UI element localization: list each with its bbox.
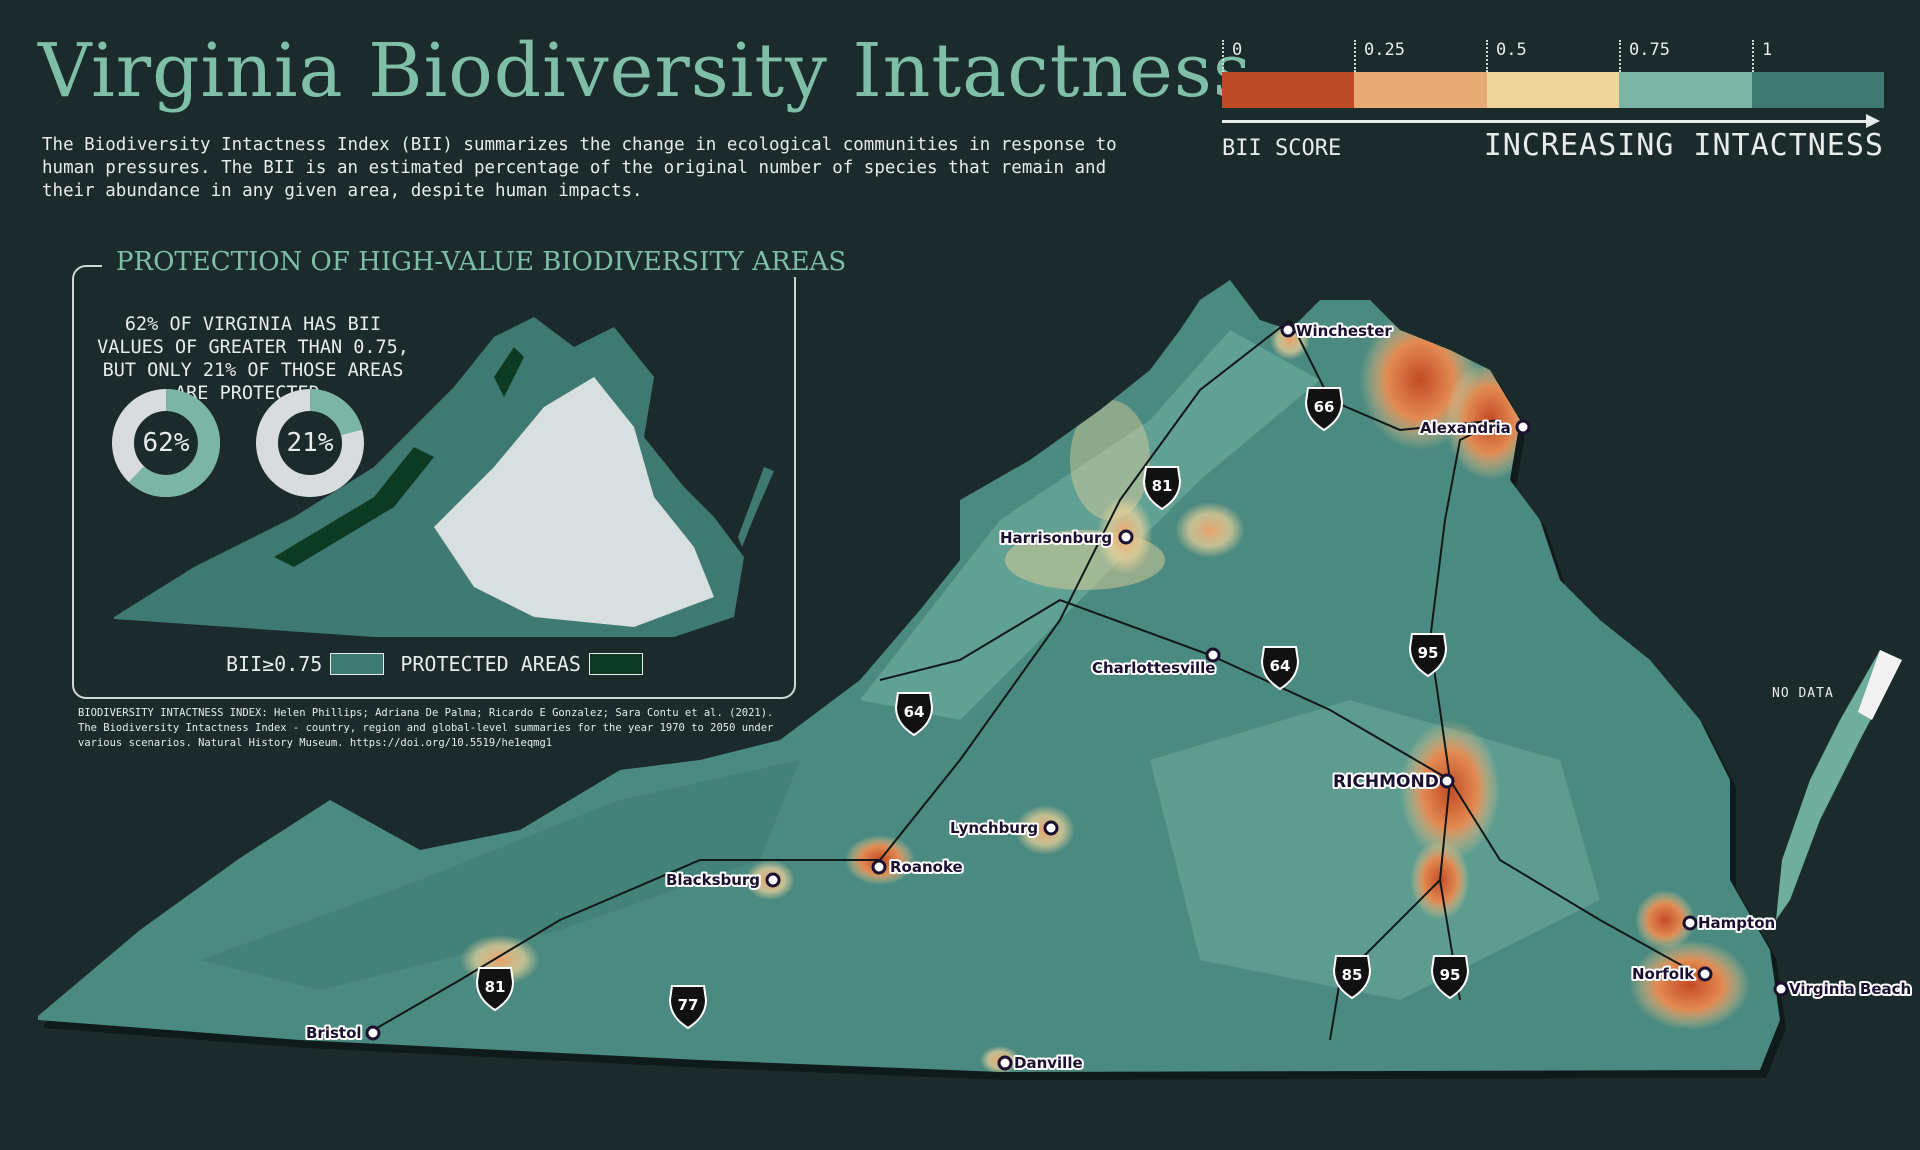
city-label: RICHMOND xyxy=(1333,772,1439,792)
city-harrisonburg[interactable]: Harrisonburg xyxy=(998,527,1134,549)
key-bii-swatch xyxy=(330,653,385,675)
svg-text:95: 95 xyxy=(1440,966,1461,984)
city-label: Lynchburg xyxy=(950,819,1038,837)
city-roanoke[interactable]: Roanoke xyxy=(871,856,965,878)
highway-shields: 66 81 64 95 64 85 95 81 77 xyxy=(475,387,1470,1030)
interstate-shield-icon: 66 xyxy=(1304,387,1344,432)
svg-text:95: 95 xyxy=(1418,644,1439,662)
donut-value-label: 21% xyxy=(286,428,334,458)
city-danville[interactable]: Danville xyxy=(997,1052,1085,1074)
city-label: Danville xyxy=(1014,1054,1083,1072)
key-bii-label: BII≥0.75 xyxy=(226,652,323,676)
legend-tick: 0 xyxy=(1222,40,1242,72)
cities: Winchester Alexandria Harrisonburg Charl… xyxy=(304,320,1913,1074)
page-title: Virginia Biodiversity Intactness xyxy=(38,28,1252,114)
interstate-shield-icon: 77 xyxy=(668,985,708,1030)
interstate-shield-icon: 81 xyxy=(1142,466,1182,511)
legend-arrow-line xyxy=(1222,120,1870,123)
interstate-shield-icon: 85 xyxy=(1332,955,1372,1000)
city-alexandria[interactable]: Alexandria xyxy=(1418,417,1531,439)
inset-key: BII≥0.75 PROTECTED AREAS xyxy=(226,652,659,676)
city-charlottesville[interactable]: Charlottesville xyxy=(1090,647,1221,679)
legend-tick: 0.75 xyxy=(1619,40,1670,72)
city-label: Alexandria xyxy=(1420,419,1511,437)
arrow-right-icon xyxy=(1866,114,1880,128)
interstate-shield-icon: 95 xyxy=(1430,955,1470,1000)
interstate-shield-icon: 95 xyxy=(1408,633,1448,678)
city-virginia-beach[interactable]: Virginia Beach xyxy=(1773,978,1913,1000)
city-winchester[interactable]: Winchester xyxy=(1280,320,1394,342)
legend-swatch xyxy=(1486,72,1620,108)
city-label: Harrisonburg xyxy=(1000,529,1112,547)
city-label: Blacksburg xyxy=(666,871,760,889)
donut-chart-protected: 21% xyxy=(254,387,366,499)
inset-protection-map xyxy=(114,317,774,637)
donut-value-label: 62% xyxy=(142,428,190,458)
no-data-area xyxy=(1858,650,1902,720)
city-label: Norfolk xyxy=(1632,965,1695,983)
interstate-shield-icon: 64 xyxy=(1260,646,1300,691)
legend-tick: 0.5 xyxy=(1486,40,1527,72)
city-blacksburg[interactable]: Blacksburg xyxy=(664,869,781,891)
svg-text:66: 66 xyxy=(1314,398,1335,416)
svg-text:64: 64 xyxy=(904,703,925,721)
legend-ticks: 0 0.25 0.5 0.75 1 xyxy=(1222,40,1884,72)
protection-inset-panel: PROTECTION OF HIGH-VALUE BIODIVERSITY AR… xyxy=(72,247,861,699)
svg-text:77: 77 xyxy=(678,996,699,1014)
legend-direction-label: INCREASING INTACTNESS xyxy=(1483,128,1884,163)
key-protected-swatch xyxy=(588,653,643,675)
city-label: Charlottesville xyxy=(1092,659,1215,677)
bii-legend: 0 0.25 0.5 0.75 1 BII SCORE INCREASING I… xyxy=(1222,40,1885,170)
legend-swatch xyxy=(1619,72,1752,108)
intro-text: The Biodiversity Intactness Index (BII) … xyxy=(42,135,1117,201)
city-lynchburg[interactable]: Lynchburg xyxy=(948,817,1059,839)
svg-text:81: 81 xyxy=(1152,477,1173,495)
svg-text:81: 81 xyxy=(485,978,506,996)
legend-tick: 0.25 xyxy=(1354,40,1405,72)
legend-swatch xyxy=(1354,72,1487,108)
svg-text:85: 85 xyxy=(1342,966,1363,984)
svg-text:64: 64 xyxy=(1270,657,1291,675)
interstate-shield-icon: 64 xyxy=(894,692,934,737)
no-data-label: NO DATA xyxy=(1772,686,1834,701)
inset-title: PROTECTION OF HIGH-VALUE BIODIVERSITY AR… xyxy=(102,247,861,277)
city-label: Virginia Beach xyxy=(1789,980,1911,998)
city-label: Bristol xyxy=(306,1024,362,1042)
city-norfolk[interactable]: Norfolk xyxy=(1630,963,1713,985)
donut-chart-bii: 62% xyxy=(110,387,222,499)
interstate-shield-icon: 81 xyxy=(475,967,515,1012)
legend-tick: 1 xyxy=(1752,40,1772,72)
legend-color-bar xyxy=(1222,72,1885,108)
city-richmond[interactable]: RICHMOND xyxy=(1331,770,1455,794)
citation-text: BIODIVERSITY INTACTNESS INDEX: Helen Phi… xyxy=(78,707,774,749)
city-hampton[interactable]: Hampton xyxy=(1682,912,1777,934)
city-label: Hampton xyxy=(1698,914,1775,932)
legend-swatch xyxy=(1751,72,1885,108)
city-label: Winchester xyxy=(1296,322,1392,340)
city-label: Roanoke xyxy=(890,858,963,876)
key-protected-label: PROTECTED AREAS xyxy=(400,652,581,676)
legend-score-label: BII SCORE xyxy=(1222,136,1342,161)
city-bristol[interactable]: Bristol xyxy=(304,1022,381,1044)
legend-swatch xyxy=(1222,72,1355,108)
